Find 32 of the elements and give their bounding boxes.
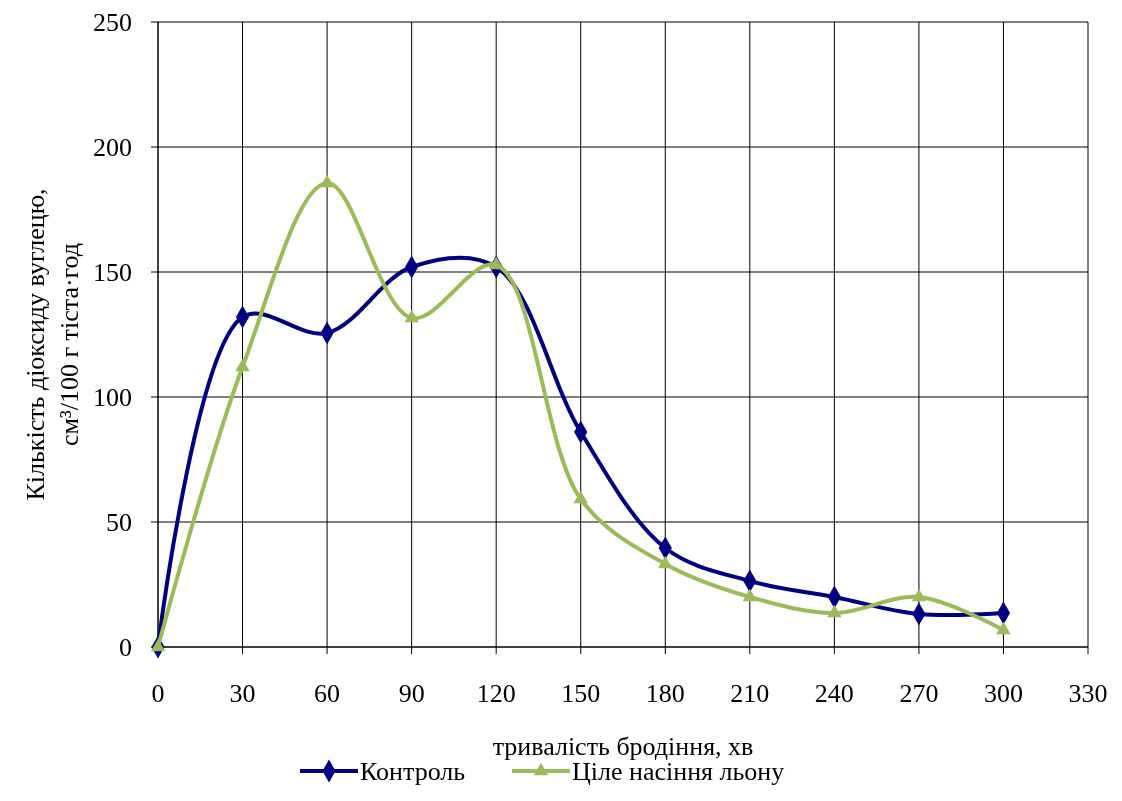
x-tick-label: 90 [398, 679, 425, 708]
x-tick-label: 300 [983, 679, 1023, 708]
point [658, 555, 673, 569]
point [488, 256, 504, 270]
x-tick-label: 180 [645, 679, 685, 708]
point [150, 638, 166, 652]
x-tick-label: 270 [899, 679, 939, 708]
point [404, 309, 419, 323]
point [996, 621, 1011, 635]
y-tick-label: 100 [93, 383, 132, 412]
x-axis-title: тривалість бродіння, хв [492, 732, 754, 761]
y-tick-label: 250 [93, 8, 132, 37]
y-tick-label: 50 [106, 508, 132, 537]
y-tick-label: 200 [93, 133, 132, 162]
x-tick-label: 120 [476, 679, 516, 708]
x-tick-label: 150 [561, 679, 601, 708]
x-tick-label: 210 [730, 679, 770, 708]
x-tick-label: 0 [151, 679, 165, 708]
point [911, 588, 927, 602]
y-tick-label: 150 [93, 258, 132, 287]
point [742, 588, 758, 602]
legend-label: Контроль [360, 757, 466, 786]
y-tick-label: 0 [119, 633, 132, 662]
point [573, 490, 588, 504]
x-tick-label: 240 [814, 679, 854, 708]
point [235, 358, 250, 372]
y-axis-title: Кількість діоксиду вуглецю, см³/100 г тіста·год [21, 188, 84, 501]
x-tick-label: 60 [314, 679, 341, 708]
x-tick-label: 330 [1068, 679, 1108, 708]
point [319, 174, 335, 188]
x-tick-label: 30 [229, 679, 256, 708]
point [827, 604, 842, 618]
